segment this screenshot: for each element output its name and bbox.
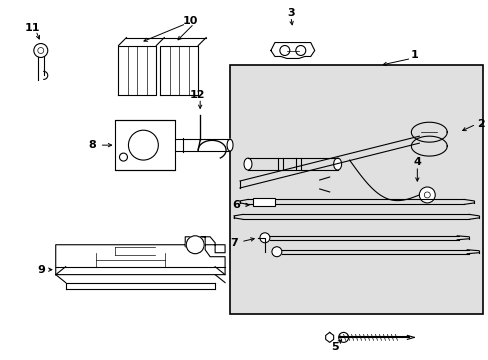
Circle shape	[271, 247, 281, 257]
Circle shape	[186, 236, 203, 254]
Circle shape	[128, 130, 158, 160]
Circle shape	[34, 44, 48, 58]
Circle shape	[260, 233, 269, 243]
Polygon shape	[270, 42, 314, 58]
Text: 5: 5	[330, 342, 338, 352]
Text: 9: 9	[37, 265, 45, 275]
Polygon shape	[160, 45, 198, 95]
Bar	[229, 66, 482, 315]
Circle shape	[279, 45, 289, 55]
Bar	[252, 198, 274, 206]
Text: 7: 7	[230, 238, 238, 248]
Circle shape	[424, 192, 429, 198]
Ellipse shape	[333, 158, 341, 170]
Polygon shape	[56, 237, 224, 275]
Text: 8: 8	[89, 140, 96, 150]
Text: 10: 10	[182, 15, 198, 26]
Polygon shape	[325, 332, 333, 342]
Ellipse shape	[244, 158, 251, 170]
Circle shape	[119, 153, 127, 161]
Text: 2: 2	[476, 119, 484, 129]
Bar	[115, 120, 175, 170]
Text: 1: 1	[409, 50, 417, 60]
Text: 3: 3	[286, 8, 294, 18]
Text: 4: 4	[412, 157, 420, 167]
Circle shape	[419, 187, 434, 203]
Circle shape	[338, 332, 348, 342]
Circle shape	[295, 45, 305, 55]
Text: 6: 6	[232, 200, 240, 210]
Ellipse shape	[226, 139, 233, 151]
Polygon shape	[118, 45, 156, 95]
Circle shape	[38, 48, 44, 54]
Text: 12: 12	[189, 90, 204, 100]
Text: 11: 11	[25, 23, 41, 33]
